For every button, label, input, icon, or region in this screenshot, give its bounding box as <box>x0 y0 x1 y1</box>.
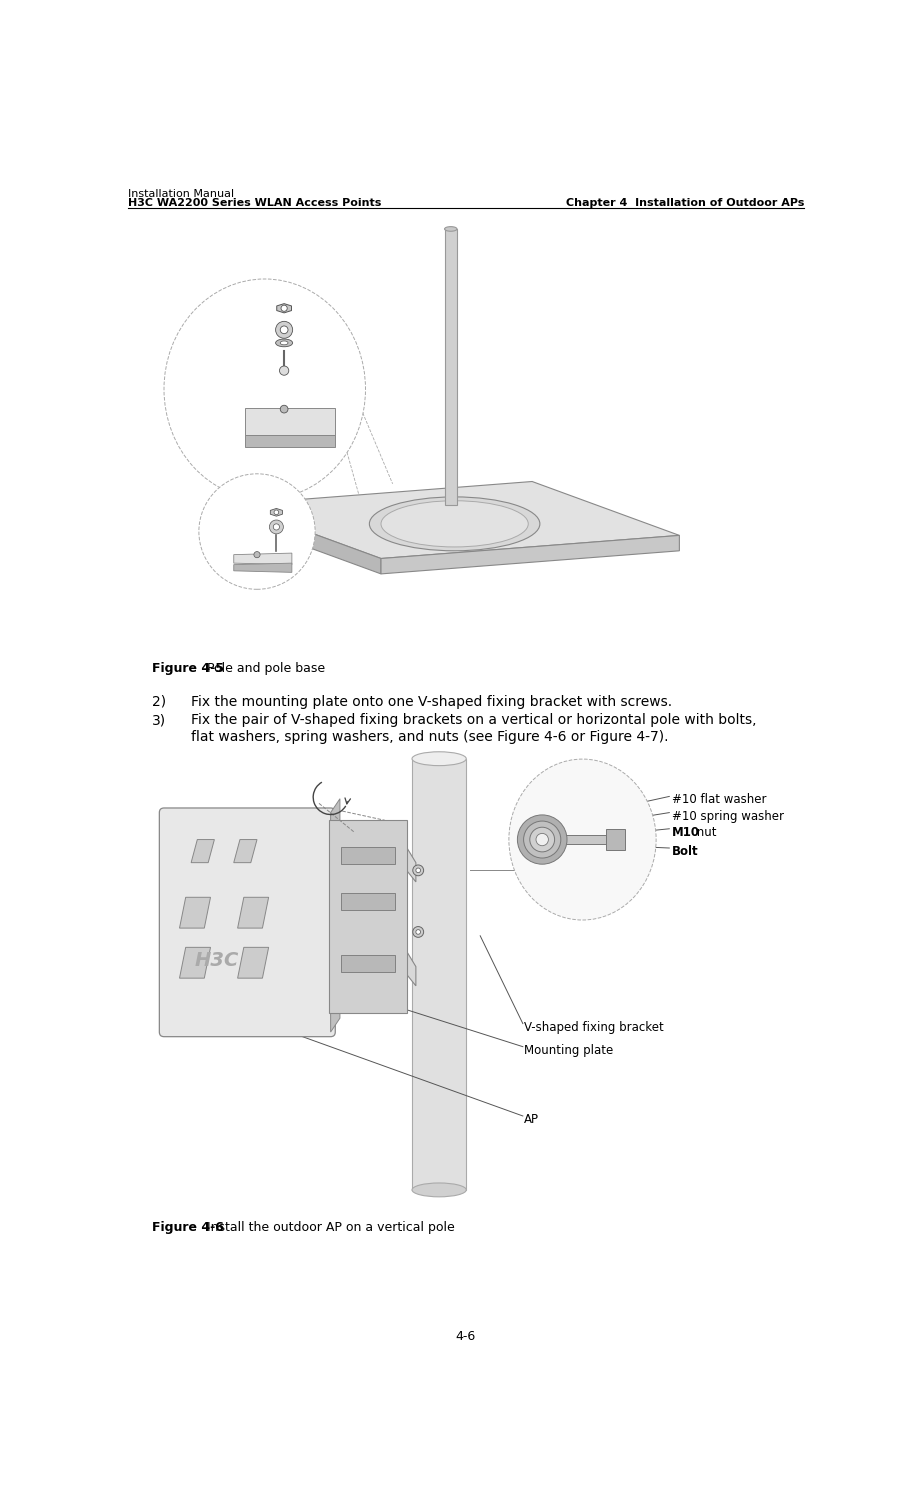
Ellipse shape <box>275 340 293 347</box>
Text: 4-6: 4-6 <box>455 1330 475 1342</box>
Circle shape <box>530 827 554 852</box>
Circle shape <box>413 865 424 876</box>
Polygon shape <box>234 553 292 565</box>
Text: nut: nut <box>694 826 717 838</box>
Text: Fix the pair of V-shaped fixing brackets on a vertical or horizontal pole with b: Fix the pair of V-shaped fixing brackets… <box>191 713 756 728</box>
Text: Figure 4-5: Figure 4-5 <box>153 663 225 675</box>
Text: #10 flat washer: #10 flat washer <box>672 793 766 806</box>
Text: flat washers, spring washers, and nuts (see Figure 4-6 or Figure 4-7).: flat washers, spring washers, and nuts (… <box>191 731 669 744</box>
Polygon shape <box>331 799 340 1031</box>
Circle shape <box>269 519 284 535</box>
Polygon shape <box>381 536 679 574</box>
Ellipse shape <box>445 226 457 231</box>
Polygon shape <box>341 954 395 972</box>
Text: M10: M10 <box>672 826 700 838</box>
Polygon shape <box>406 951 416 986</box>
Ellipse shape <box>412 1182 466 1197</box>
Polygon shape <box>605 829 625 850</box>
Circle shape <box>275 322 293 338</box>
Polygon shape <box>237 947 269 978</box>
Polygon shape <box>245 435 335 447</box>
Polygon shape <box>445 230 457 504</box>
Polygon shape <box>237 897 269 929</box>
Circle shape <box>280 326 288 334</box>
Text: H3C: H3C <box>195 951 239 971</box>
Polygon shape <box>245 408 335 435</box>
Polygon shape <box>341 894 395 911</box>
Ellipse shape <box>381 501 528 547</box>
Polygon shape <box>532 835 605 844</box>
Circle shape <box>274 524 279 530</box>
Circle shape <box>416 868 421 873</box>
Text: V-shaped fixing bracket: V-shaped fixing bracket <box>524 1021 664 1033</box>
Polygon shape <box>329 820 406 1013</box>
Text: Figure 4-6: Figure 4-6 <box>153 1220 225 1234</box>
Circle shape <box>254 551 260 557</box>
Polygon shape <box>179 947 211 978</box>
Circle shape <box>274 510 279 515</box>
Text: Chapter 4  Installation of Outdoor APs: Chapter 4 Installation of Outdoor APs <box>565 198 804 208</box>
Text: Bolt: Bolt <box>672 846 698 858</box>
Circle shape <box>536 834 548 846</box>
Text: 2): 2) <box>153 695 166 708</box>
Circle shape <box>413 927 424 938</box>
Text: <+>: <+> <box>242 538 260 547</box>
Ellipse shape <box>199 474 315 589</box>
Polygon shape <box>179 897 211 929</box>
Polygon shape <box>412 758 466 1190</box>
Circle shape <box>517 815 567 864</box>
Ellipse shape <box>164 279 365 500</box>
FancyBboxPatch shape <box>159 808 335 1037</box>
Polygon shape <box>234 840 257 862</box>
Polygon shape <box>276 304 292 313</box>
Circle shape <box>279 365 289 376</box>
Polygon shape <box>234 482 679 559</box>
Polygon shape <box>341 847 395 864</box>
Text: Installation Manual: Installation Manual <box>127 189 234 199</box>
Circle shape <box>281 305 287 311</box>
Ellipse shape <box>412 752 466 766</box>
Text: #10 spring washer: #10 spring washer <box>672 809 784 823</box>
Polygon shape <box>270 509 283 516</box>
Polygon shape <box>191 840 215 862</box>
Polygon shape <box>234 504 381 574</box>
Text: Mounting plate: Mounting plate <box>524 1043 614 1057</box>
Ellipse shape <box>369 497 540 551</box>
Circle shape <box>280 405 288 412</box>
Polygon shape <box>234 563 292 572</box>
Text: Fix the mounting plate onto one V-shaped fixing bracket with screws.: Fix the mounting plate onto one V-shaped… <box>191 695 673 708</box>
Ellipse shape <box>509 760 656 920</box>
Text: Install the outdoor AP on a vertical pole: Install the outdoor AP on a vertical pol… <box>203 1220 454 1234</box>
Circle shape <box>524 821 561 858</box>
Text: AP: AP <box>524 1113 539 1126</box>
Circle shape <box>416 930 421 935</box>
Text: Pole and pole base: Pole and pole base <box>203 663 325 675</box>
Polygon shape <box>406 847 416 882</box>
Text: 3): 3) <box>153 713 166 728</box>
Ellipse shape <box>280 341 288 344</box>
Text: H3C WA2200 Series WLAN Access Points: H3C WA2200 Series WLAN Access Points <box>127 198 381 208</box>
